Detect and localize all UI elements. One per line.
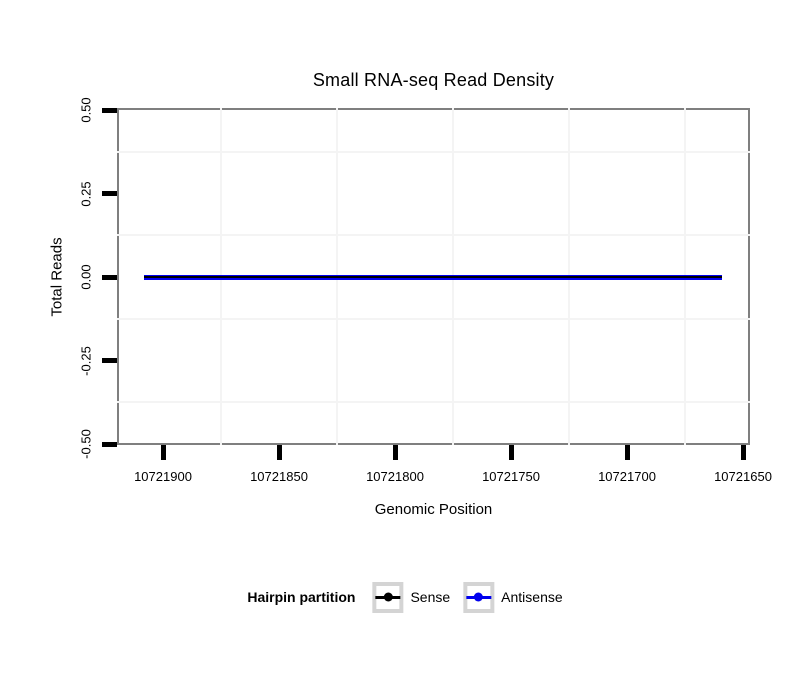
x-tick-label: 10721900: [134, 469, 192, 484]
y-tick-mark: [102, 358, 117, 363]
x-tick-label: 10721750: [482, 469, 540, 484]
y-axis-title: Total Reads: [48, 237, 66, 317]
y-tick-mark: [102, 191, 117, 196]
y-tick-mark: [102, 441, 117, 447]
legend-item-antisense: Antisense: [463, 581, 563, 613]
x-tick-mark: [508, 445, 514, 460]
legend-item-sense: Sense: [372, 581, 451, 613]
legend-key-dot: [474, 592, 484, 602]
legend-label: Antisense: [501, 589, 563, 605]
x-tick-mark: [276, 445, 282, 460]
x-tick-label: 10721700: [598, 469, 656, 484]
y-tick-mark: [102, 274, 117, 280]
legend-title: Hairpin partition: [247, 589, 356, 605]
y-tick-label: 0.25: [78, 180, 94, 207]
x-tick-label: 10721850: [250, 469, 308, 484]
minor-gridline-horizontal: [117, 234, 750, 237]
x-tick-mark: [624, 445, 630, 460]
y-tick-mark: [102, 107, 117, 113]
x-axis-title: Genomic Position: [374, 501, 493, 518]
y-tick-label: -0.50: [78, 429, 94, 459]
series-line-sense: [144, 276, 723, 278]
x-tick-label: 10721800: [366, 469, 424, 484]
x-tick-label: 10721650: [714, 469, 772, 484]
legend: Hairpin partition Sense Antisense: [247, 580, 563, 614]
y-tick-label: -0.25: [78, 345, 94, 376]
legend-key-antisense-icon: [463, 581, 495, 613]
x-tick-mark: [392, 445, 398, 460]
x-tick-mark: [740, 445, 746, 460]
minor-gridline-horizontal: [117, 150, 750, 153]
minor-gridline-horizontal: [117, 317, 750, 320]
x-tick-mark: [160, 445, 166, 460]
legend-label: Sense: [410, 589, 451, 605]
plot-panel: [117, 108, 750, 445]
minor-gridline-horizontal: [117, 401, 750, 404]
y-tick-label: 0.50: [78, 97, 94, 123]
y-tick-label: 0.00: [78, 264, 94, 290]
legend-items: Sense Antisense: [372, 581, 563, 613]
plot-title: Small RNA-seq Read Density: [312, 70, 555, 90]
legend-key-dot: [383, 592, 393, 602]
legend-key-sense-icon: [372, 581, 404, 613]
